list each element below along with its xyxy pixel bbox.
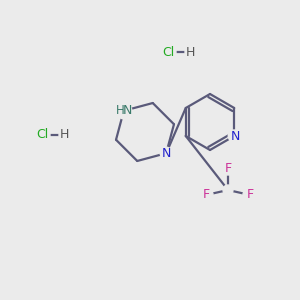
Circle shape <box>185 47 195 57</box>
Text: N: N <box>123 104 133 117</box>
Circle shape <box>34 127 50 143</box>
Text: Cl: Cl <box>162 46 174 59</box>
Circle shape <box>243 188 257 202</box>
Circle shape <box>223 185 233 195</box>
Text: F: F <box>224 161 232 175</box>
Text: F: F <box>202 188 210 202</box>
Text: F: F <box>246 188 254 202</box>
Text: H: H <box>116 104 124 117</box>
Text: Cl: Cl <box>36 128 48 142</box>
Text: H: H <box>59 128 69 142</box>
Circle shape <box>59 130 69 140</box>
Text: N: N <box>231 130 240 142</box>
Circle shape <box>116 103 132 119</box>
Circle shape <box>228 130 240 142</box>
Circle shape <box>160 147 172 159</box>
Text: N: N <box>161 147 171 160</box>
Circle shape <box>160 44 176 60</box>
Circle shape <box>221 161 235 175</box>
Text: H: H <box>185 46 195 59</box>
Circle shape <box>199 188 213 202</box>
